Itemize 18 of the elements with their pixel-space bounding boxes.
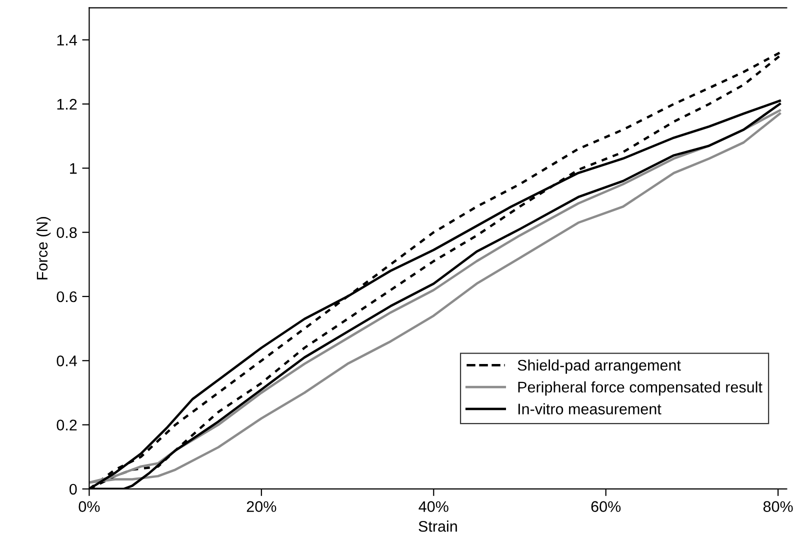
y-axis-title: Force (N) bbox=[36, 217, 51, 280]
legend-label: In-vitro measurement bbox=[518, 403, 662, 414]
y-tick-label: 0 bbox=[70, 484, 77, 495]
y-tick-label: 1.2 bbox=[57, 98, 77, 110]
x-tick-label: 80% bbox=[763, 501, 793, 512]
x-tick-label: 60% bbox=[591, 501, 621, 512]
x-tick-label: 40% bbox=[418, 501, 448, 512]
legend-label: Shield-pad arrangement bbox=[518, 359, 681, 374]
x-tick-label: 0% bbox=[78, 501, 100, 512]
y-tick-label: 0.8 bbox=[56, 227, 77, 238]
y-tick-label: 0.4 bbox=[56, 356, 77, 366]
x-axis-title: Strain bbox=[418, 520, 457, 532]
y-tick-label: 0.6 bbox=[56, 291, 77, 302]
legend-label: Peripheral force compensated result bbox=[518, 381, 762, 396]
y-tick-label: 0.2 bbox=[56, 420, 77, 430]
y-tick-label: 1 bbox=[70, 163, 77, 174]
x-tick-label: 20% bbox=[246, 501, 276, 512]
y-tick-label: 1.4 bbox=[57, 34, 77, 46]
